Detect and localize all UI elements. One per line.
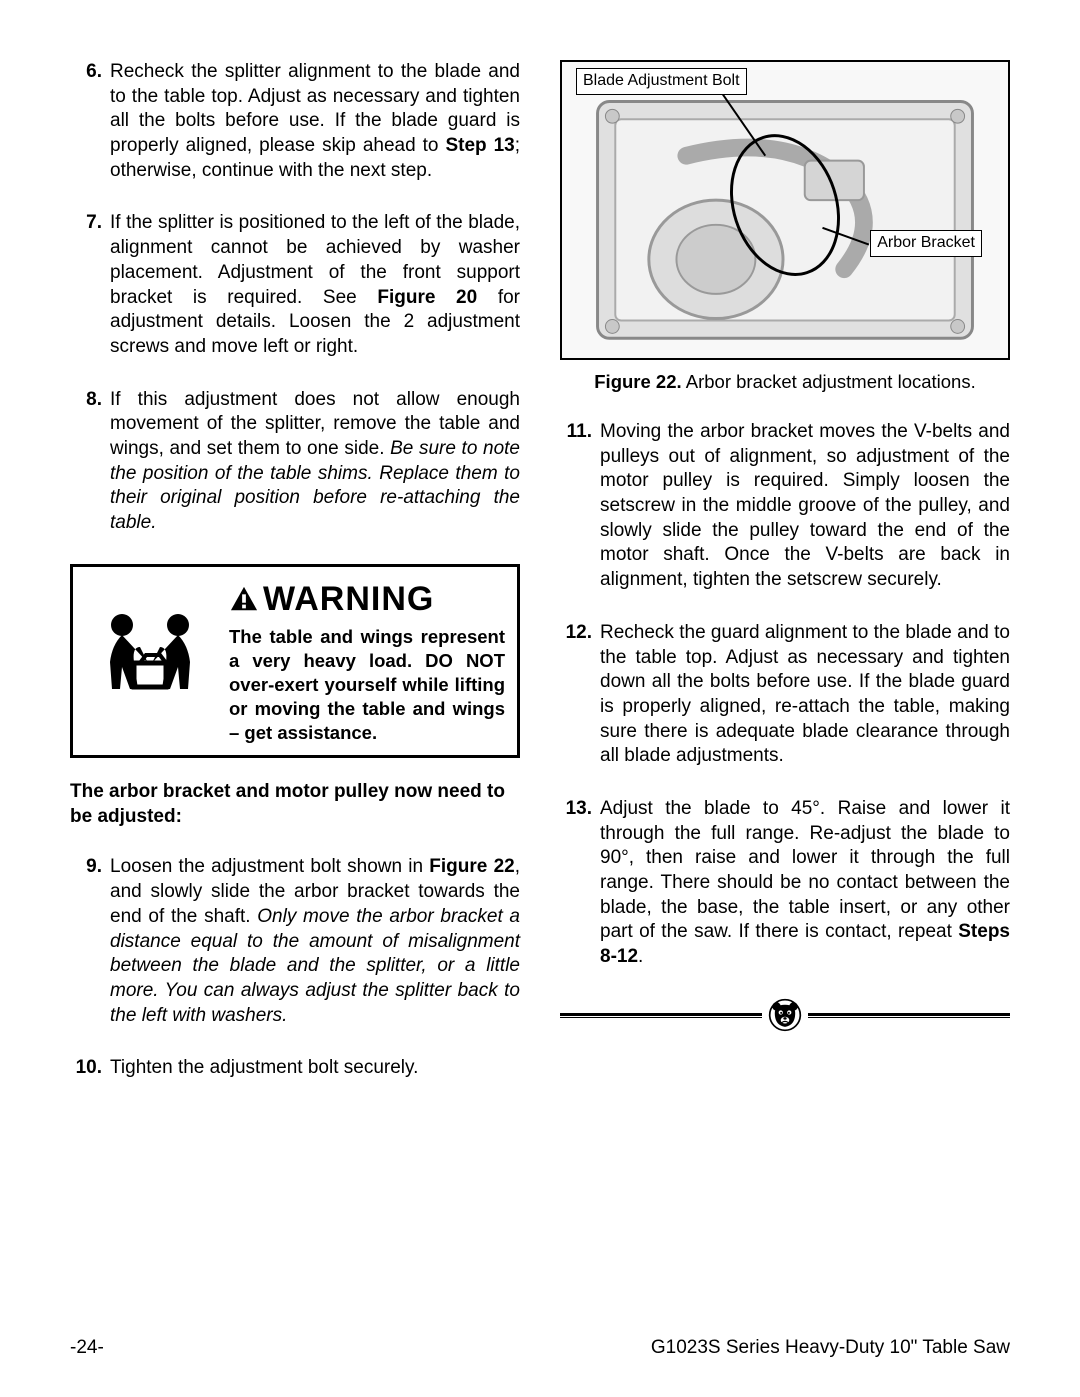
- figure-caption-prefix: Figure 22.: [594, 371, 681, 392]
- step-text: Moving the arbor bracket moves the V-bel…: [600, 420, 1010, 593]
- step-number: 7.: [70, 211, 110, 359]
- instruction-step: 9.Loosen the adjustment bolt shown in Fi…: [70, 855, 520, 1028]
- figure-label-arbor-bracket: Arbor Bracket: [870, 230, 982, 257]
- instruction-step: 7.If the splitter is positioned to the l…: [70, 211, 520, 359]
- step-text: Loosen the adjustment bolt shown in Figu…: [110, 855, 520, 1028]
- instruction-step: 10.Tighten the adjustment bolt securely.: [70, 1056, 520, 1081]
- figure-label-blade-bolt: Blade Adjustment Bolt: [576, 68, 747, 95]
- bear-logo-icon: [768, 998, 802, 1032]
- left-column: 6.Recheck the splitter alignment to the …: [70, 60, 520, 1109]
- step-number: 10.: [70, 1056, 110, 1081]
- step-number: 6.: [70, 60, 110, 183]
- instruction-step: 13.Adjust the blade to 45°. Raise and lo…: [560, 797, 1010, 970]
- step-number: 11.: [560, 420, 600, 593]
- step-number: 9.: [70, 855, 110, 1028]
- step-text: Recheck the guard alignment to the blade…: [600, 621, 1010, 769]
- figure-caption: Figure 22. Arbor bracket adjustment loca…: [560, 370, 1010, 394]
- warning-triangle-icon: [229, 585, 259, 613]
- page-footer: -24- G1023S Series Heavy-Duty 10" Table …: [70, 1336, 1010, 1361]
- step-text: Recheck the splitter alignment to the bl…: [110, 60, 520, 183]
- mechanism-illustration: [562, 62, 1008, 358]
- document-title: G1023S Series Heavy-Duty 10" Table Saw: [651, 1336, 1010, 1361]
- warning-body: The table and wings represent a very hea…: [229, 625, 505, 745]
- figure-caption-rest: Arbor bracket adjustment locations.: [682, 371, 976, 392]
- warning-title: WARNING: [229, 577, 505, 621]
- section-divider: [560, 998, 1010, 1032]
- instruction-step: 12.Recheck the guard alignment to the bl…: [560, 621, 1010, 769]
- page-number: -24-: [70, 1336, 104, 1361]
- step-text: If the splitter is positioned to the lef…: [110, 211, 520, 359]
- instruction-step: 6.Recheck the splitter alignment to the …: [70, 60, 520, 183]
- step-number: 12.: [560, 621, 600, 769]
- step-text: If this adjustment does not allow enough…: [110, 388, 520, 536]
- instruction-step: 11.Moving the arbor bracket moves the V-…: [560, 420, 1010, 593]
- warning-box: WARNING The table and wings represent a …: [70, 564, 520, 758]
- step-text: Tighten the adjustment bolt securely.: [110, 1056, 520, 1081]
- step-text: Adjust the blade to 45°. Raise and lower…: [600, 797, 1010, 970]
- intermediate-heading: The arbor bracket and motor pulley now n…: [70, 780, 520, 829]
- right-column: Blade Adjustment Bolt Arbor Bracket Figu…: [560, 60, 1010, 1109]
- figure-22: Blade Adjustment Bolt Arbor Bracket: [560, 60, 1010, 360]
- warning-title-text: WARNING: [263, 577, 434, 621]
- step-number: 8.: [70, 388, 110, 536]
- lifting-icon: [85, 577, 215, 707]
- instruction-step: 8.If this adjustment does not allow enou…: [70, 388, 520, 536]
- step-number: 13.: [560, 797, 600, 970]
